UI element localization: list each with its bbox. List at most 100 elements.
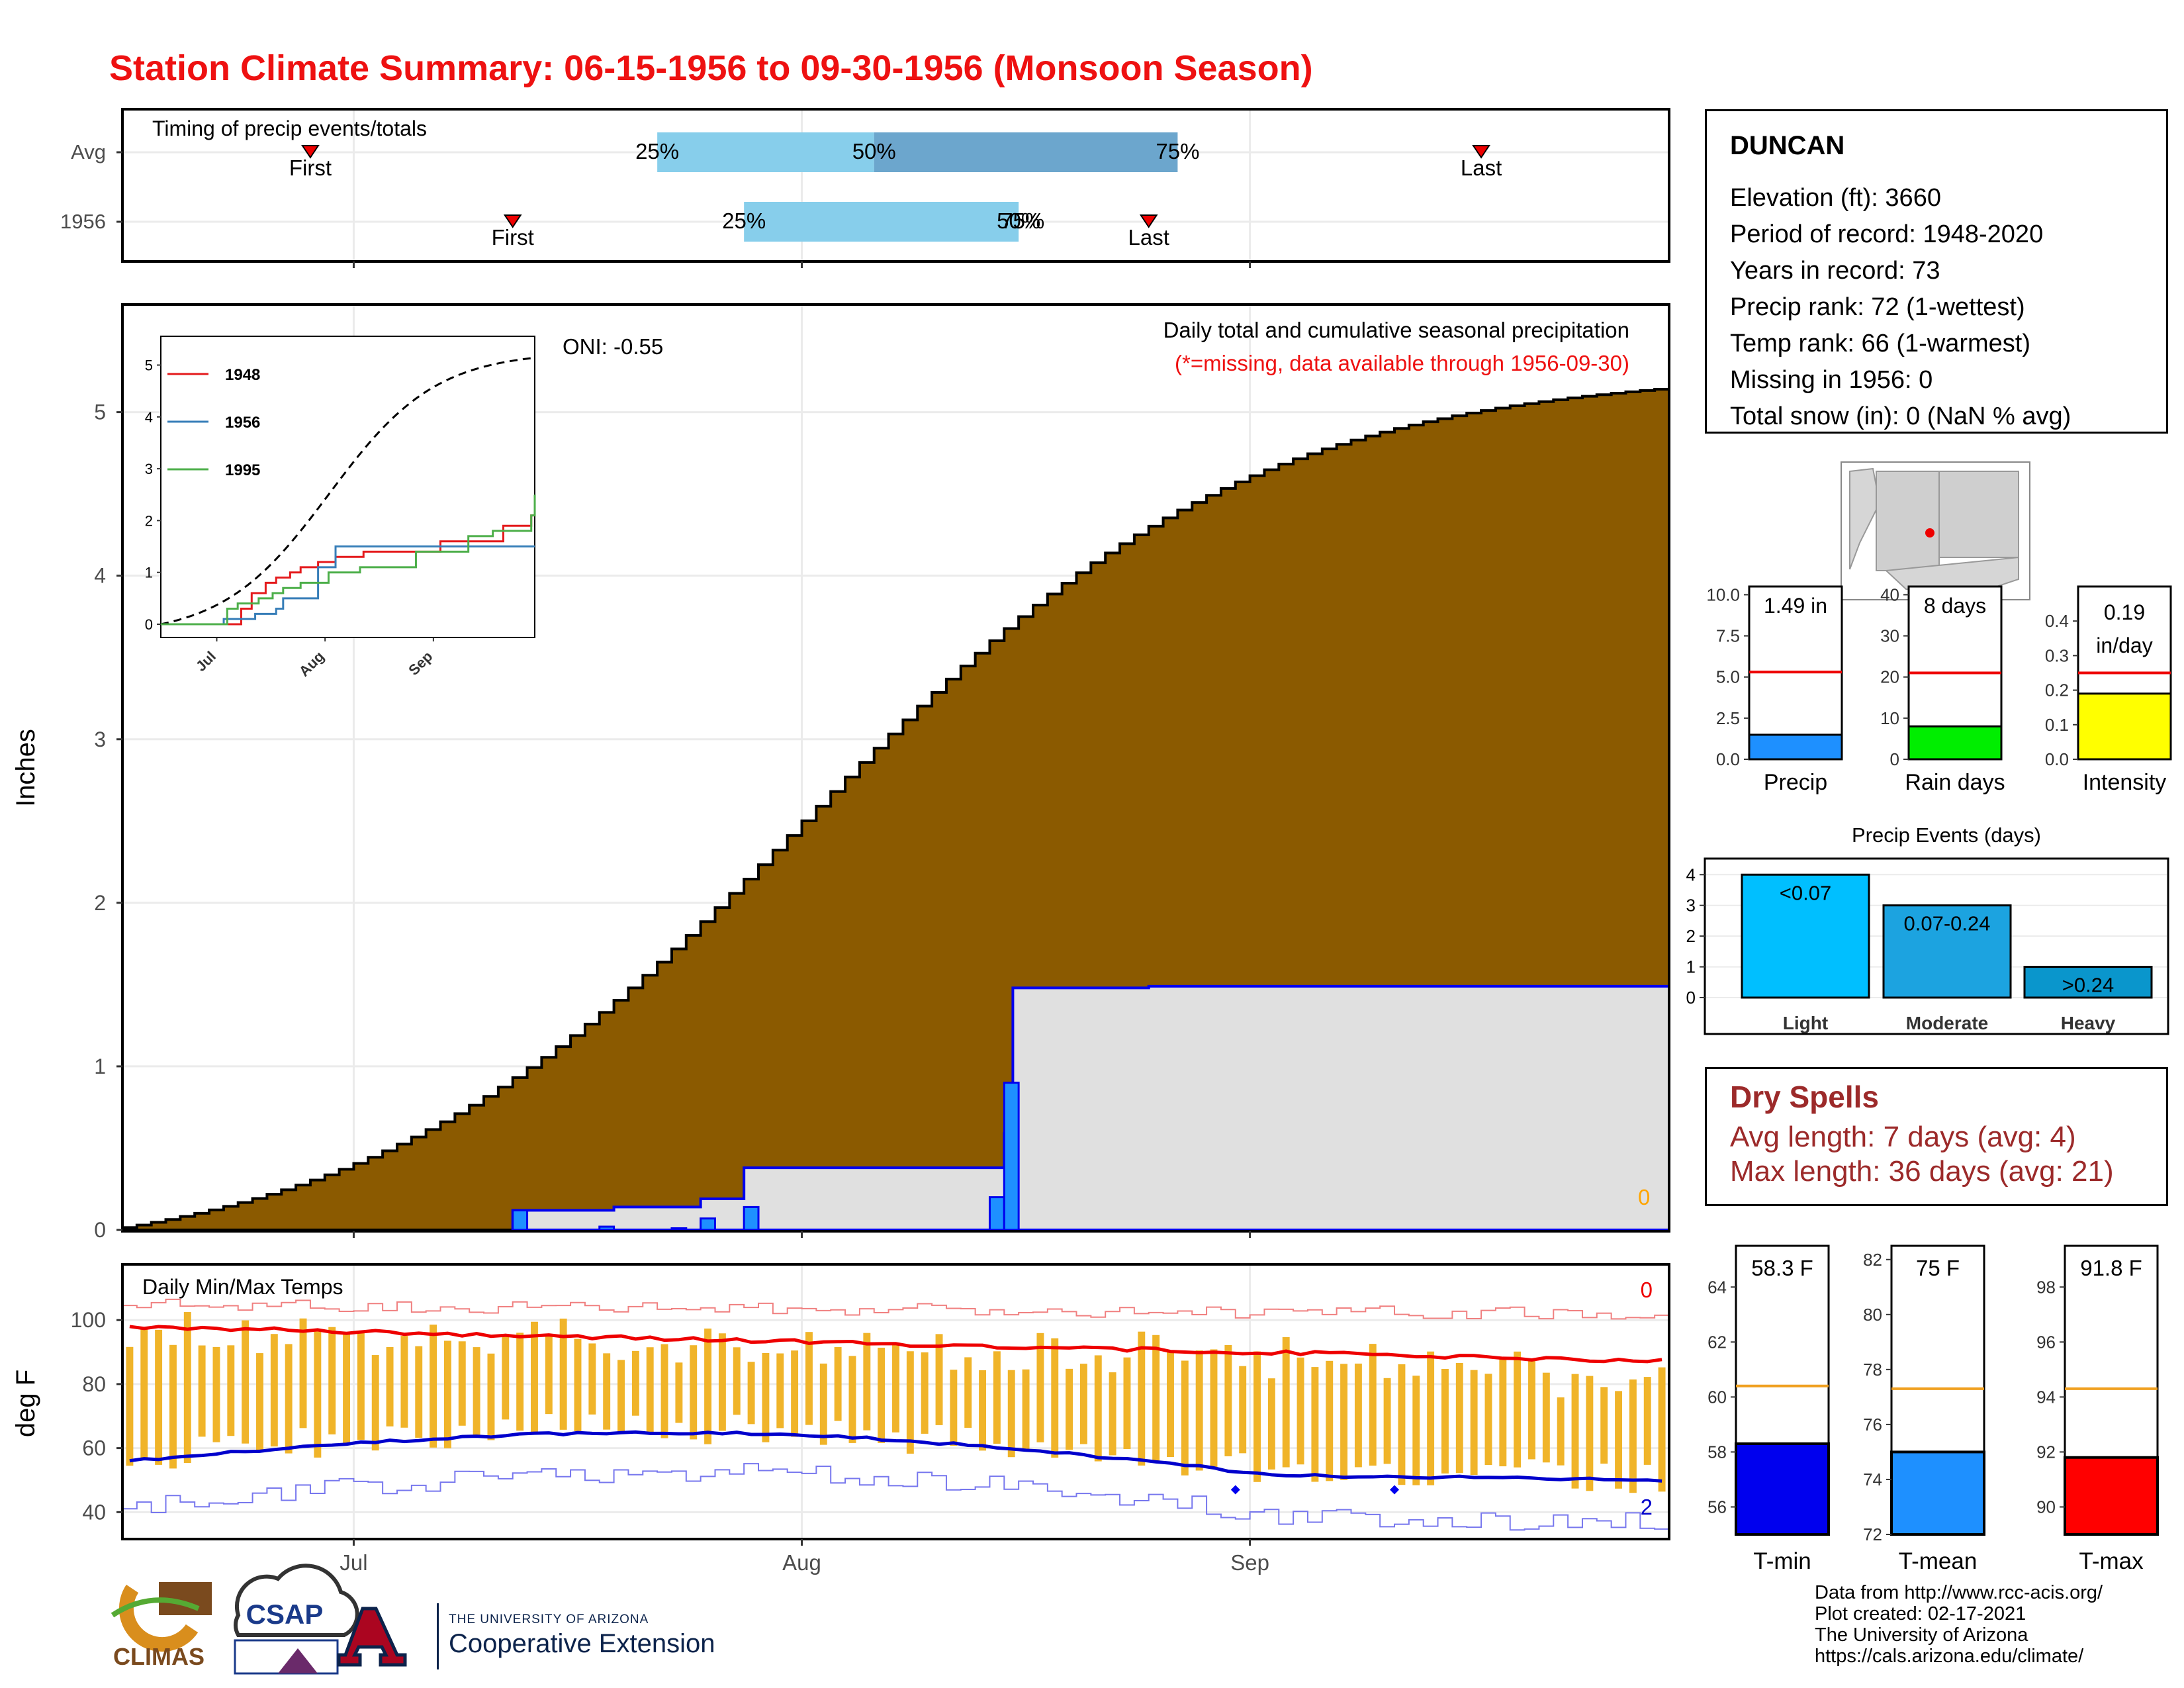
average-max-line <box>129 1325 1662 1364</box>
precip-panel-subtitle: (*=missing, data available through 1956-… <box>1175 351 1629 375</box>
missing-count: 0 <box>1638 1185 1650 1209</box>
daily-temp-range-bar <box>718 1333 726 1431</box>
daily-temp-range-bar <box>1586 1376 1594 1491</box>
daily-temp-range-bar <box>660 1344 668 1438</box>
precip-y-tick-label: 3 <box>94 727 106 751</box>
mini-bar-value-label: 0.19 <box>2104 600 2145 624</box>
daily-temp-range-bar <box>1326 1360 1334 1481</box>
daily-temp-range-bar <box>762 1352 770 1442</box>
mini-bar-tick-label: 7.5 <box>1716 626 1740 646</box>
new-mexico-shape <box>1938 471 2019 558</box>
mini-bar-tick-label: 0.1 <box>2045 715 2069 735</box>
precip-y-label: Inches <box>11 729 40 807</box>
ua-line2: Cooperative Extension <box>449 1629 715 1658</box>
daily-temp-range-bar <box>979 1370 987 1451</box>
credit-url: https://cals.arizona.edu/climate/ <box>1815 1646 2084 1667</box>
mini-bar-tick-label: 5.0 <box>1716 667 1740 687</box>
mini-bar-precip: 0.0 2.5 5.0 7.5 10.0 1.49 in Precip <box>1706 585 1843 795</box>
credits: Data from http://www.rcc-acis.org/ Plot … <box>1815 1582 2103 1667</box>
daily-temp-range-bar <box>747 1362 755 1425</box>
timing-q25-label: 25% <box>722 209 766 233</box>
mini-bar-label: Precip <box>1764 770 1827 795</box>
mini-bar-tick-label: 0.3 <box>2045 645 2069 665</box>
daily-temp-range-bar <box>328 1327 336 1434</box>
temp-bar-tick-label: 56 <box>1707 1497 1727 1517</box>
mini-bar-label: Intensity <box>2083 770 2167 795</box>
station-years: Years in record: 73 <box>1730 257 1940 285</box>
precip-events-chart: Precip Events (days) 0 1 2 3 4 <0.07 Light 0.07… <box>1686 823 2169 1035</box>
daily-temp-range-bar <box>1181 1360 1189 1476</box>
temp-bar-tick-label: 58 <box>1707 1442 1727 1462</box>
climas-logo: CLIMAS <box>111 1582 212 1670</box>
arizona-shape <box>1876 471 1940 571</box>
temp-bar-value <box>2064 1456 2159 1536</box>
temp-bar-tick-label: 82 <box>1863 1250 1882 1270</box>
oni-label: ONI: -0.55 <box>563 334 663 359</box>
timing-last-label: Last <box>1461 156 1502 180</box>
daily-temp-range-bar <box>1441 1368 1449 1474</box>
precip-event-label: Heavy <box>2061 1013 2116 1033</box>
daily-temp-range-bar <box>1094 1355 1102 1462</box>
daily-temp-range-bar <box>1629 1379 1637 1493</box>
daily-temp-range-bar <box>1528 1360 1535 1460</box>
daily-temp-range-bar <box>1036 1333 1044 1442</box>
timing-panel-label: Timing of precip events/totals <box>152 117 427 140</box>
inset-legend-label: 1956 <box>225 414 260 432</box>
daily-temp-range-bar <box>1514 1351 1522 1468</box>
precip-event-bar <box>1741 873 1870 999</box>
station-temp-rank: Temp rank: 66 (1-warmest) <box>1730 330 2031 357</box>
daily-temp-range-bar <box>906 1351 914 1454</box>
temp-bar-t-mean: 72 74 76 78 80 82 75 F T-mean <box>1863 1244 1985 1574</box>
average-min-line <box>129 1430 1662 1483</box>
mini-bar-value <box>1748 733 1843 761</box>
precip-y-tick-label: 2 <box>94 891 106 915</box>
university-of-arizona-logo: THE UNIVERSITY OF ARIZONA Cooperative Ex… <box>337 1603 715 1669</box>
temp-bar-value <box>1890 1450 1985 1536</box>
timing-box-q50-q75 <box>874 132 1178 172</box>
precip-panel-title: Daily total and cumulative seasonal prec… <box>1163 318 1629 342</box>
temp-bar-tick-label: 72 <box>1863 1524 1882 1544</box>
daily-temp-range-bar <box>227 1345 235 1436</box>
temp-count-bottom: 2 <box>1641 1495 1653 1519</box>
daily-temp-range-bar <box>1051 1338 1059 1458</box>
daily-temp-range-bar <box>848 1356 856 1443</box>
station-missing: Missing in 1956: 0 <box>1730 366 1933 394</box>
temp-bar-tick-label: 60 <box>1707 1387 1727 1407</box>
daily-temp-range-bar <box>617 1360 625 1433</box>
timing-q25-label: 25% <box>635 139 679 164</box>
precip-event-label: Light <box>1783 1013 1828 1033</box>
daily-temp-range-bar <box>1398 1364 1406 1485</box>
daily-temp-range-bar <box>733 1347 741 1415</box>
mini-bar-tick-label: 0.0 <box>1716 749 1740 769</box>
credit-data-source: Data from http://www.rcc-acis.org/ <box>1815 1582 2103 1603</box>
daily-temp-range-bar <box>1109 1372 1116 1456</box>
timing-row-label: 1956 <box>60 210 106 233</box>
daily-temp-range-bar <box>169 1344 177 1469</box>
record-low-marker <box>1230 1485 1240 1495</box>
month-tick-label: Jul <box>340 1550 367 1575</box>
daily-temp-range-bar <box>285 1344 293 1454</box>
page-title: Station Climate Summary: 06-15-1956 to 0… <box>109 48 1313 88</box>
daily-temp-range-bar <box>935 1334 943 1425</box>
temp-bar-tick-label: 92 <box>2036 1442 2056 1462</box>
temp-y-tick-label: 60 <box>82 1436 106 1460</box>
daily-temp-range-bar <box>559 1318 567 1430</box>
mini-bar-tick-label: 0 <box>1890 749 1899 769</box>
daily-temp-range-bar <box>270 1334 278 1447</box>
timing-box-q25-q50 <box>657 132 874 172</box>
station-elevation: Elevation (ft): 3660 <box>1730 184 1941 212</box>
mini-bar-tick-label: 20 <box>1880 667 1899 687</box>
daily-temp-range-bar <box>198 1345 206 1437</box>
daily-temp-range-bar <box>1643 1377 1651 1465</box>
precip-event-range: 0.07-0.24 <box>1904 912 1991 935</box>
daily-temp-range-bar <box>1499 1358 1507 1467</box>
mini-bar-tick-label: 2.5 <box>1716 708 1740 728</box>
timing-first-marker <box>301 145 320 159</box>
temp-bar-value-label: 75 F <box>1916 1256 1960 1280</box>
record-min-line <box>122 1463 1669 1531</box>
temp-bar-tick-label: 74 <box>1863 1470 1882 1489</box>
daily-temp-range-bar <box>371 1355 379 1451</box>
temp-bar-value-label: 91.8 F <box>2080 1256 2142 1280</box>
